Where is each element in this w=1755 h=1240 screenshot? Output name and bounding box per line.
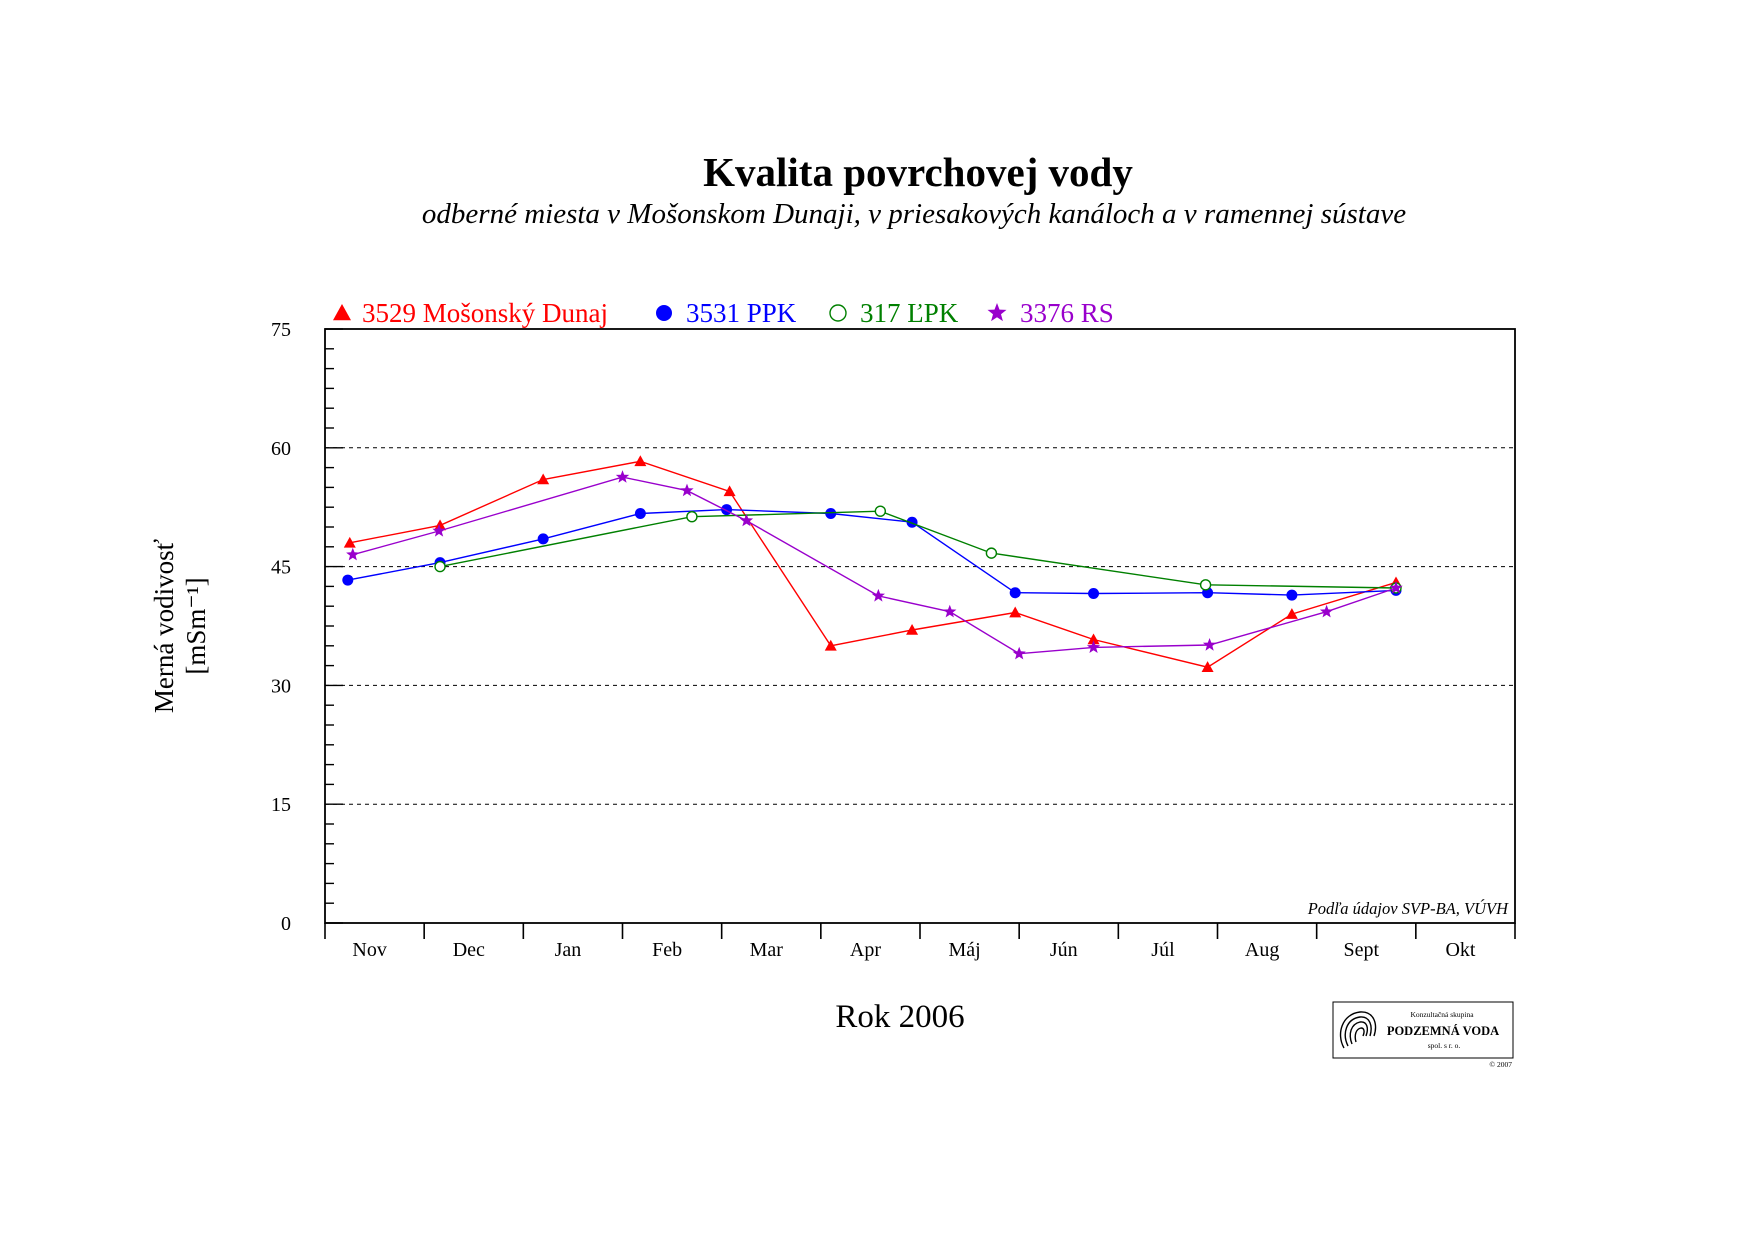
x-tick-label: Aug <box>1245 939 1279 961</box>
data-point <box>1088 588 1100 600</box>
logo-text-bottom: spol. s r. o. <box>1428 1041 1461 1050</box>
x-axis-title: Rok 2006 <box>835 999 964 1035</box>
data-point <box>871 588 885 602</box>
logo-swirl-icon <box>1339 1011 1377 1049</box>
data-point <box>343 536 356 548</box>
data-point <box>824 639 837 651</box>
data-point <box>723 485 736 497</box>
data-point <box>615 470 630 483</box>
x-axis: Nov Dec Jan Feb Mar Apr Máj Jún Júl Aug Sept Okt <box>324 923 1516 961</box>
y-tick-label: 60 <box>271 438 291 460</box>
y-tick-label: 75 <box>271 319 291 341</box>
data-point <box>739 513 754 527</box>
series-2 <box>434 505 1402 594</box>
x-tick-label: Sept <box>1344 939 1380 961</box>
x-tick-label: Júl <box>1151 939 1175 961</box>
y-tick-label: 30 <box>271 675 291 697</box>
x-tick-label: Jún <box>1050 939 1078 961</box>
data-point <box>1199 579 1212 591</box>
chart-subtitle: odberné miesta v Mošonskom Dunaji, v pri… <box>422 198 1406 230</box>
legend-marker <box>829 304 847 322</box>
data-point <box>1319 604 1334 618</box>
data-point <box>1202 638 1217 651</box>
x-tick-label: Nov <box>352 939 386 961</box>
data-point <box>1086 640 1101 653</box>
y-axis-title-line2: [mSm⁻¹] <box>181 577 211 674</box>
series-line <box>352 476 1397 655</box>
legend-marker <box>987 303 1007 322</box>
data-point <box>1389 581 1403 594</box>
logo-text-top: Konzultačná skupina <box>1410 1010 1474 1019</box>
legend-label-rs: 3376 RS <box>1020 298 1114 328</box>
data-point <box>1009 587 1021 599</box>
legend-label-mosonsky-dunaj: 3529 Mošonský Dunaj <box>362 298 608 328</box>
y-axis-title: Merná vodivosť [mSm⁻¹] <box>149 538 211 713</box>
legend-label-lpk: 317 ĽPK <box>860 298 959 328</box>
data-point <box>985 547 998 559</box>
data-point <box>943 604 957 618</box>
chart-title: Kvalita povrchovej vody <box>703 149 1133 195</box>
x-tick-label: Apr <box>850 939 881 961</box>
gridlines <box>325 447 1515 805</box>
data-point <box>537 533 549 545</box>
legend-marker <box>333 304 351 321</box>
x-tick-label: Feb <box>652 939 682 961</box>
data-point <box>1087 633 1100 645</box>
data-point <box>1201 661 1214 672</box>
data-point <box>1009 606 1022 618</box>
logo-text-name: PODZEMNÁ VODA <box>1387 1024 1499 1038</box>
data-point <box>1286 589 1298 601</box>
y-tick-label: 15 <box>271 794 291 816</box>
y-tick-label: 45 <box>271 557 291 579</box>
data-point <box>434 560 446 573</box>
x-tick-label: Okt <box>1445 939 1475 961</box>
plot-area-frame <box>324 328 1516 924</box>
series-line <box>347 508 1397 596</box>
source-note: Podľa údajov SVP-BA, VÚVH <box>1307 899 1509 918</box>
legend-marker <box>656 305 672 321</box>
data-point <box>342 574 354 586</box>
data-point <box>634 508 646 520</box>
data-point <box>634 455 647 467</box>
y-tick-label: 0 <box>281 913 291 935</box>
data-point <box>537 473 550 485</box>
data-point <box>906 623 919 635</box>
x-tick-label: Jan <box>555 939 582 961</box>
data-point <box>680 483 694 497</box>
data-point <box>825 508 837 520</box>
series-1 <box>342 504 1402 601</box>
logo-copyright: © 2007 <box>1489 1060 1512 1069</box>
legend-label-ppk: 3531 PPK <box>686 298 797 328</box>
x-tick-label: Máj <box>949 939 981 961</box>
data-point <box>686 511 698 523</box>
data-point <box>1285 608 1298 619</box>
data-point <box>721 504 733 516</box>
y-axis-title-line1: Merná vodivosť <box>149 538 179 713</box>
series-layer <box>342 455 1403 672</box>
data-point <box>432 524 446 537</box>
series-0 <box>343 455 1402 672</box>
company-logo: Konzultačná skupina PODZEMNÁ VODA spol. … <box>1332 1001 1514 1069</box>
series-line <box>439 510 1397 589</box>
data-point <box>874 505 887 517</box>
y-axis: 0 15 30 45 60 75 <box>271 319 343 935</box>
x-tick-label: Dec <box>453 939 485 961</box>
data-point <box>346 547 360 561</box>
x-tick-label: Mar <box>750 939 784 961</box>
legend: 3529 Mošonský Dunaj 3531 PPK 317 ĽPK 337… <box>333 298 1114 328</box>
data-point <box>1012 646 1026 660</box>
series-line <box>349 460 1397 668</box>
data-point <box>434 519 447 531</box>
logo-frame <box>1332 1001 1514 1059</box>
data-point <box>906 516 918 528</box>
series-3 <box>346 470 1403 660</box>
